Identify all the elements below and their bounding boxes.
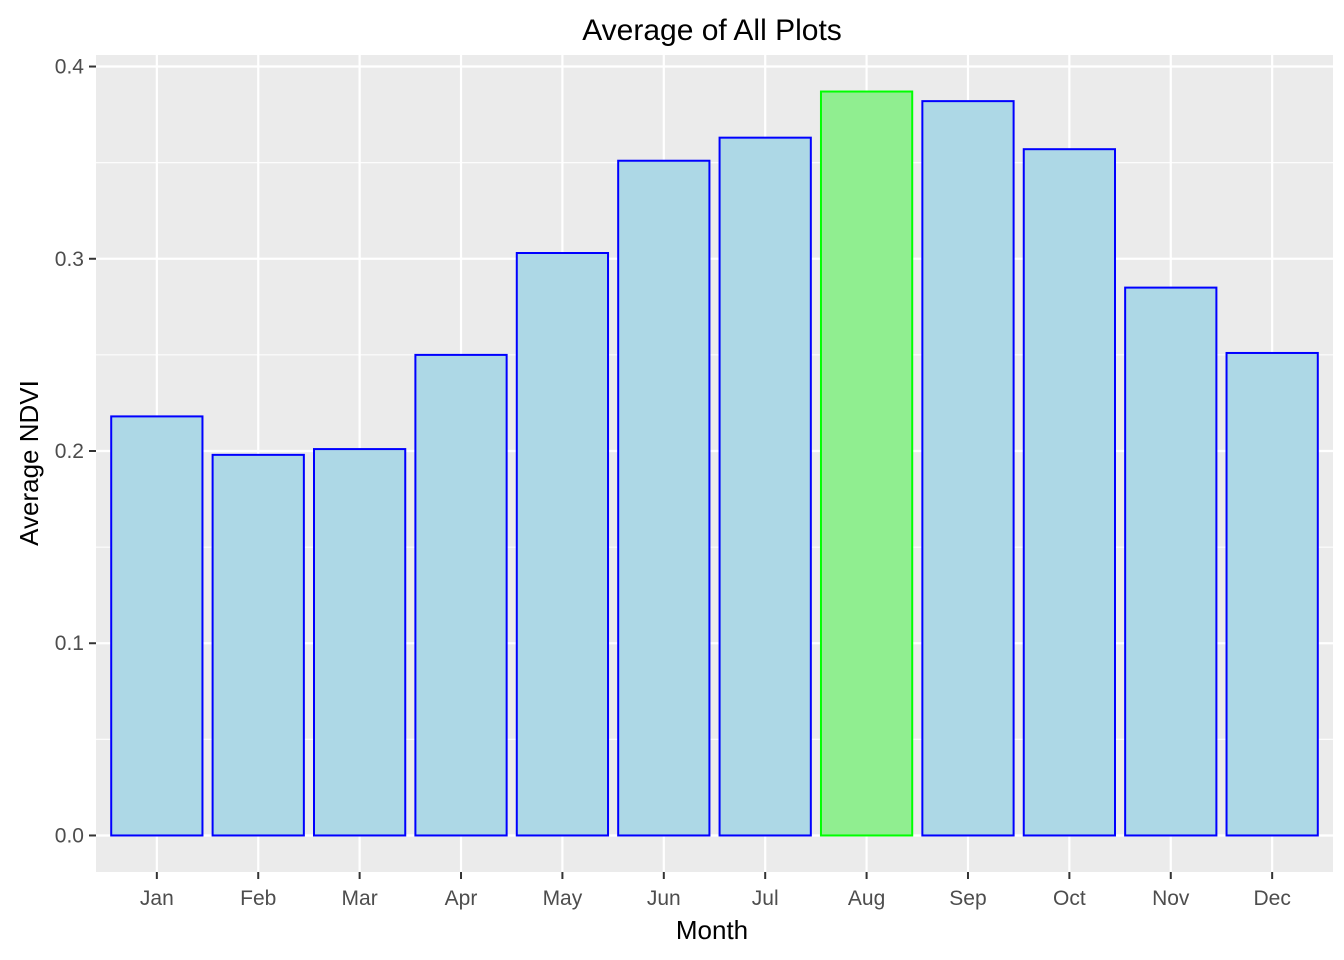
y-tick-label: 0.3 — [55, 248, 84, 271]
x-tick-label-nov: Nov — [1152, 887, 1190, 910]
x-tick-label-aug: Aug — [848, 887, 885, 910]
bar-dec — [1225, 351, 1319, 837]
bars — [110, 90, 1319, 837]
x-tick-label-may: May — [543, 887, 583, 910]
x-tick-label-apr: Apr — [445, 887, 478, 910]
x-tick-label-jun: Jun — [647, 887, 681, 910]
bar-sep — [921, 100, 1015, 837]
y-tick-label: 0.2 — [55, 440, 84, 463]
x-axis-title: Month — [676, 915, 748, 945]
y-axis: 0.0 0.1 0.2 0.3 0.4 — [55, 56, 96, 847]
x-tick-label-oct: Oct — [1053, 887, 1086, 910]
bar-feb — [211, 453, 305, 837]
bar-apr — [414, 353, 508, 837]
bar-jan — [110, 415, 204, 837]
x-tick-label-mar: Mar — [342, 887, 378, 910]
bar-nov — [1124, 286, 1218, 837]
x-tick-label-feb: Feb — [240, 887, 276, 910]
bar-aug — [819, 90, 914, 837]
x-tick-label-jul: Jul — [752, 887, 779, 910]
bar-oct — [1022, 148, 1117, 837]
y-tick-label: 0.0 — [55, 824, 84, 847]
bar-jun — [617, 159, 711, 837]
x-axis: Jan Feb Mar Apr May Jun Jul Aug Sep Oct Nov Dec — [140, 872, 1291, 910]
bar-may — [515, 252, 610, 837]
y-tick-label: 0.4 — [55, 56, 85, 79]
y-axis-title: Average NDVI — [14, 380, 44, 546]
bar-mar — [312, 448, 407, 837]
chart-title: Average of All Plots — [582, 14, 842, 47]
x-tick-label-sep: Sep — [949, 887, 986, 910]
bar-jul — [718, 136, 812, 837]
y-tick-label: 0.1 — [55, 632, 84, 655]
x-tick-label-jan: Jan — [140, 887, 174, 910]
x-tick-label-dec: Dec — [1253, 887, 1290, 910]
